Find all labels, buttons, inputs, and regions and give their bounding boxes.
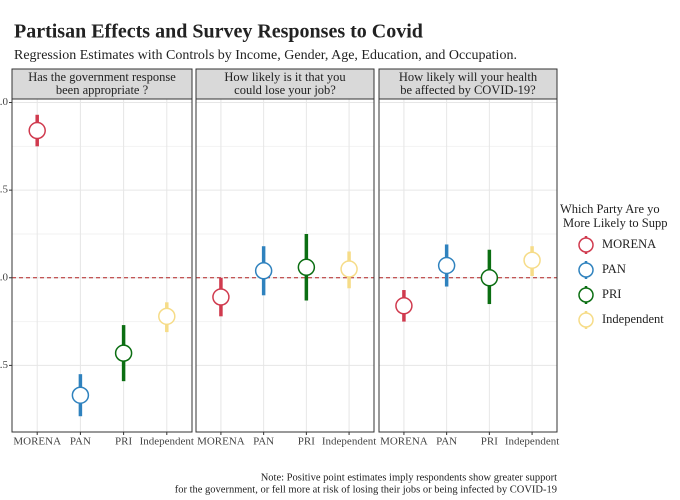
y-tick-label: 0.0 bbox=[0, 271, 9, 283]
facet-title: How likely will your health bbox=[399, 70, 538, 84]
strip bbox=[195, 68, 375, 100]
chart-subtitle: Regression Estimates with Controls by In… bbox=[14, 48, 517, 63]
panel-border bbox=[195, 98, 375, 433]
legend-title: Which Party Are yo bbox=[560, 202, 660, 216]
note: for the government, or fell more at risk… bbox=[175, 484, 557, 495]
chart-title: Partisan Effects and Survey Responses to… bbox=[14, 21, 423, 43]
x-tick-label: MORENA bbox=[13, 436, 61, 448]
x-tick-label: PAN bbox=[253, 436, 274, 448]
legend-label: PRI bbox=[602, 287, 621, 301]
x-tick-label: MORENA bbox=[380, 436, 428, 448]
facet-title: be affected by COVID-19? bbox=[400, 83, 536, 97]
strip bbox=[11, 68, 193, 100]
facet-title: could lose your job? bbox=[234, 83, 336, 97]
point bbox=[114, 344, 133, 362]
legend-key bbox=[578, 312, 594, 328]
legend-title: More Likely to Supp bbox=[563, 216, 668, 230]
panel-border bbox=[378, 98, 558, 433]
legend-label: Independent bbox=[602, 312, 664, 326]
x-tick-label: Independent bbox=[505, 436, 559, 448]
point bbox=[437, 256, 456, 275]
facet-title: been appropriate ? bbox=[56, 83, 149, 97]
point bbox=[523, 251, 541, 269]
point bbox=[480, 269, 499, 287]
facet-title: How likely is it that you bbox=[224, 70, 346, 84]
point bbox=[212, 288, 230, 306]
point bbox=[28, 121, 46, 140]
legend-key bbox=[578, 287, 594, 303]
panel-border bbox=[11, 98, 193, 433]
x-tick-label: PAN bbox=[70, 436, 91, 448]
point bbox=[158, 307, 176, 326]
x-tick-label: PRI bbox=[481, 436, 498, 448]
point bbox=[297, 258, 316, 277]
point bbox=[340, 260, 358, 278]
facet-title: Has the government response bbox=[28, 70, 176, 84]
x-tick-label: PRI bbox=[298, 436, 315, 448]
point bbox=[254, 262, 273, 280]
x-tick-label: Independent bbox=[322, 436, 376, 448]
x-tick-label: MORENA bbox=[197, 436, 245, 448]
y-tick-label: 0.5 bbox=[0, 184, 9, 196]
y-tick-label: 1.0 bbox=[0, 96, 9, 108]
legend-key bbox=[578, 237, 594, 253]
point bbox=[395, 297, 413, 315]
legend-label: MORENA bbox=[602, 237, 656, 251]
note: Note: Positive point estimates imply res… bbox=[261, 472, 557, 483]
legend-key bbox=[578, 262, 594, 278]
x-tick-label: PRI bbox=[115, 436, 132, 448]
x-tick-label: Independent bbox=[140, 436, 194, 448]
x-tick-label: PAN bbox=[436, 436, 457, 448]
y-tick-label: -0.5 bbox=[0, 359, 8, 371]
point bbox=[71, 386, 90, 404]
legend-label: PAN bbox=[602, 262, 626, 276]
